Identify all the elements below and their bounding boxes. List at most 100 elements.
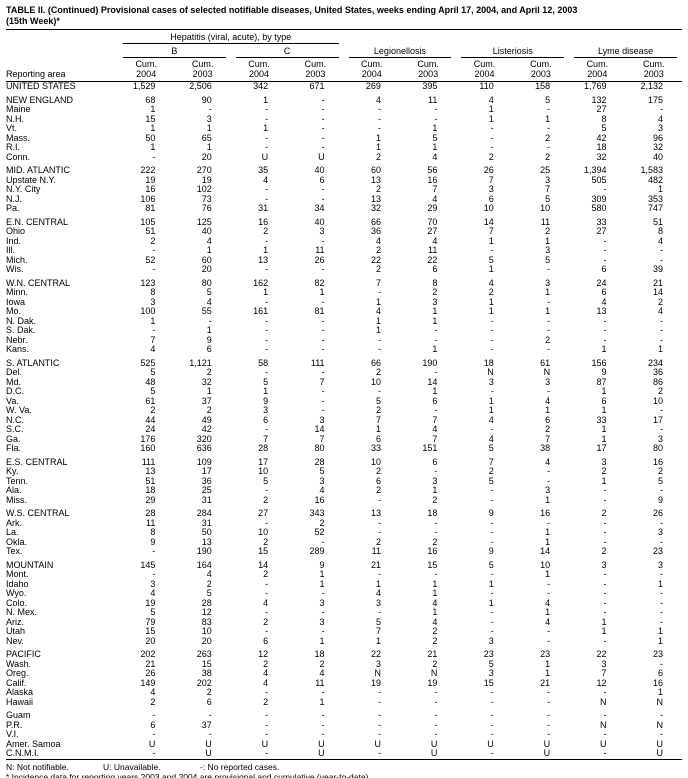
value-cell: 1	[657, 636, 663, 646]
value-cell: 29	[427, 204, 438, 213]
value-cell: -	[547, 518, 551, 528]
table-row: Mo. 100 55 161 81 4 1 1 1 13 4	[6, 307, 682, 317]
value-cell: 6	[601, 396, 607, 406]
area-cell: Ariz.	[6, 617, 24, 627]
table-row: Pa. 81 76 31 34 32 29 10 10 580 747	[6, 204, 682, 214]
value-cell: 22	[427, 255, 438, 265]
value-cell: N	[656, 697, 664, 707]
value-cell: -	[547, 316, 551, 326]
value-cell: 3	[319, 617, 325, 627]
value-cell: 52	[314, 528, 325, 537]
value-cell: 5	[150, 387, 156, 396]
value-cell: -	[547, 476, 551, 486]
area-cell: Ind.	[6, 236, 22, 246]
value-cell: 1	[432, 345, 438, 354]
value-cell: 263	[196, 650, 212, 659]
value-cell: 5	[488, 444, 494, 453]
value-cell: -	[603, 326, 607, 335]
value-cell: 22	[370, 650, 381, 659]
footnote-incidence-note: * Incidence data for reporting years 200…	[6, 771, 371, 778]
value-cell: -	[547, 467, 551, 476]
value-cell: 342	[253, 81, 269, 91]
value-cell: -	[490, 425, 494, 434]
value-cell: 4	[319, 669, 325, 678]
value-cell: N	[543, 368, 551, 377]
value-cell: -	[377, 688, 381, 697]
value-cell: 3	[488, 377, 494, 387]
value-cell: 320	[196, 434, 212, 444]
value-cell: -	[547, 105, 551, 114]
area-cell: Del.	[6, 368, 23, 377]
value-cell: 38	[201, 669, 212, 678]
value-cell: 34	[314, 204, 325, 213]
value-cell: 2	[488, 467, 494, 476]
value-cell: 4	[150, 688, 156, 697]
value-cell: 4	[375, 95, 381, 105]
value-cell: N	[430, 669, 438, 678]
value-cell: 19	[145, 175, 156, 185]
area-cell: Mass.	[6, 133, 31, 143]
value-cell: -	[547, 579, 551, 589]
value-cell: 1	[601, 387, 607, 396]
value-cell: -	[603, 495, 607, 505]
value-cell: 27	[596, 105, 607, 114]
value-cell: 2	[601, 547, 607, 556]
value-cell: 51	[145, 227, 156, 236]
value-cell: 20	[201, 265, 212, 274]
value-cell: 2	[488, 152, 494, 162]
value-cell: 747	[647, 204, 663, 213]
value-cell: 23	[483, 650, 494, 659]
value-cell: 1	[375, 133, 381, 143]
value-cell: 2	[545, 425, 551, 434]
footnote-legend: N: Not notifiable. U: Unavailable. -: No r…	[6, 762, 682, 772]
value-cell: 7	[375, 415, 381, 425]
value-cell: 505	[591, 175, 607, 185]
value-cell: 2	[432, 288, 438, 297]
value-cell: -	[321, 335, 325, 345]
value-cell: 65	[201, 133, 212, 143]
value-cell: -	[660, 335, 663, 345]
value-cell: -	[660, 406, 663, 415]
value-cell: 27	[596, 227, 607, 236]
value-cell: -	[603, 316, 607, 326]
value-cell: -	[321, 326, 325, 335]
value-cell: 4	[375, 589, 381, 598]
value-cell: 9	[206, 335, 212, 345]
value-cell: 44	[145, 415, 156, 425]
value-cell: -	[603, 528, 607, 537]
area-cell: MID. ATLANTIC	[6, 166, 70, 175]
value-cell: 9	[657, 495, 663, 505]
value-cell: 105	[140, 217, 156, 227]
value-cell: -	[490, 316, 494, 326]
value-cell: -	[377, 335, 381, 345]
value-cell: 2	[657, 387, 663, 396]
area-cell: PACIFIC	[6, 650, 41, 659]
value-cell: 22	[596, 650, 607, 659]
value-cell: 5	[601, 124, 607, 133]
value-cell: 14	[314, 425, 325, 434]
value-cell: N	[487, 368, 494, 377]
value-cell: 8	[601, 114, 607, 124]
value-cell: 1	[432, 579, 438, 589]
value-cell: -	[434, 335, 438, 345]
value-cell: 3	[545, 278, 551, 288]
value-cell: -	[603, 236, 607, 246]
value-cell: -	[377, 105, 381, 114]
value-cell: 10	[258, 528, 269, 537]
value-cell: 1	[488, 406, 494, 415]
value-cell: -	[660, 617, 663, 627]
value-cell: 5	[319, 467, 325, 476]
value-cell: 12	[596, 678, 607, 688]
value-cell: -	[321, 730, 325, 739]
value-cell: -	[377, 608, 381, 617]
value-cell: 73	[201, 194, 212, 204]
value-cell: 39	[652, 265, 663, 274]
value-cell: 12	[201, 608, 212, 617]
legionellosis-header: Legionellosis	[344, 30, 457, 58]
table-row: D.C. 5 1 1 - - 1 - - 1 2	[6, 387, 682, 397]
value-cell: 2	[545, 335, 551, 345]
value-cell: -	[152, 152, 156, 162]
value-cell: 18	[145, 486, 156, 495]
area-cell: Amer. Samoa	[6, 739, 61, 749]
value-cell: 6	[319, 175, 325, 185]
